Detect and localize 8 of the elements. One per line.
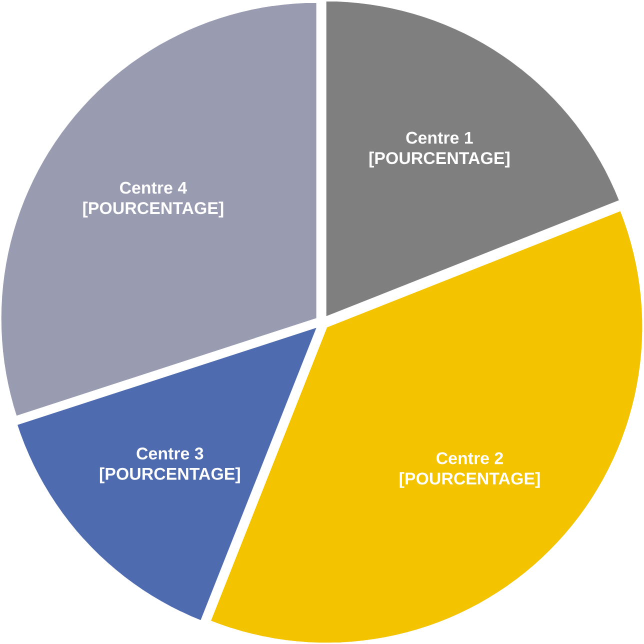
slice-label: Centre 4 (120, 182, 188, 194)
slice-label: Centre 3 (136, 448, 204, 460)
slice-label: Centre 2 (436, 452, 504, 464)
data-label: [POURCENTAGE] (83, 202, 224, 218)
slice-label: Centre 1 (406, 132, 474, 144)
data-label: [POURCENTAGE] (370, 152, 510, 168)
data-label: [POURCENTAGE] (100, 467, 240, 484)
data-label: [POURCENTAGE] (400, 472, 540, 488)
